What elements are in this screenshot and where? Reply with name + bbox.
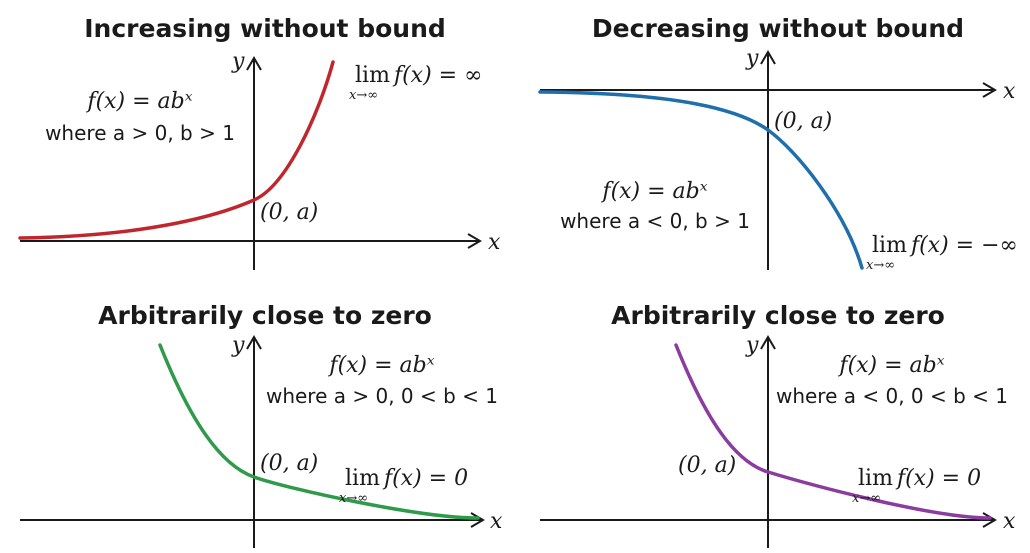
limit-operator: lim [858,466,893,491]
limit-subscript: x→∞ [349,88,378,103]
condition: where a < 0, 0 < b < 1 [776,384,1008,408]
curve [158,343,480,520]
arrowhead [470,512,485,528]
arrowhead [760,50,776,65]
x-axis-label: x [1003,509,1016,534]
formula: f(x) = abˣ [837,353,944,378]
curve [538,90,864,270]
limit-subscript: x→∞ [866,258,895,273]
panel-title: Arbitrarily close to zero [98,301,432,330]
limit: lim f(x) = ∞ [355,63,482,88]
panel-title: Decreasing without bound [592,14,964,43]
curve [18,60,335,240]
condition: where a > 0, b > 1 [45,121,235,145]
arrowhead [246,56,262,71]
limit: lim f(x) = 0 [858,466,981,491]
arrowhead [246,335,262,350]
formula: f(x) = abˣ [600,179,707,204]
condition: where a < 0, b > 1 [560,209,750,233]
x-axis-label: x [490,509,503,534]
limit-expression: f(x) = ∞ [392,63,482,88]
point-label: (0, a) [260,451,318,476]
arrowhead [760,335,776,350]
panel-title: Increasing without bound [84,14,446,43]
curve [674,343,992,520]
point-label: (0, a) [774,109,832,134]
x-axis-label: x [488,230,501,255]
formula: f(x) = abˣ [85,89,192,114]
panel: Arbitrarily close to zero x y f(x) = abˣ… [20,301,503,548]
limit-operator: lim [872,233,907,258]
limit-subscript: x→∞ [339,491,368,506]
point-label: (0, a) [260,200,318,225]
arrowhead [982,82,997,98]
limit-operator: lim [345,466,380,491]
panel-title: Arbitrarily close to zero [611,301,945,330]
limit-expression: f(x) = 0 [895,466,981,491]
point-label: (0, a) [678,453,736,478]
panel: Decreasing without bound x y f(x) = abˣ … [538,14,1018,273]
y-axis-label: y [231,333,245,358]
limit-expression: f(x) = −∞ [909,233,1018,258]
limit: lim f(x) = −∞ [872,233,1018,258]
y-axis-label: y [231,49,245,74]
panel: Arbitrarily close to zero x y f(x) = abˣ… [540,301,1016,548]
limit-operator: lim [355,63,390,88]
formula: f(x) = abˣ [327,353,434,378]
y-axis-label: y [745,46,759,71]
arrowhead [467,233,482,249]
limit-subscript: x→∞ [852,491,881,506]
limit: lim f(x) = 0 [345,466,468,491]
y-axis-label: y [745,333,759,358]
condition: where a > 0, 0 < b < 1 [266,384,498,408]
x-axis-label: x [1003,79,1016,104]
arrowhead [982,512,997,528]
limit-expression: f(x) = 0 [382,466,468,491]
panel: Increasing without bound x y f(x) = abˣ … [18,14,501,270]
